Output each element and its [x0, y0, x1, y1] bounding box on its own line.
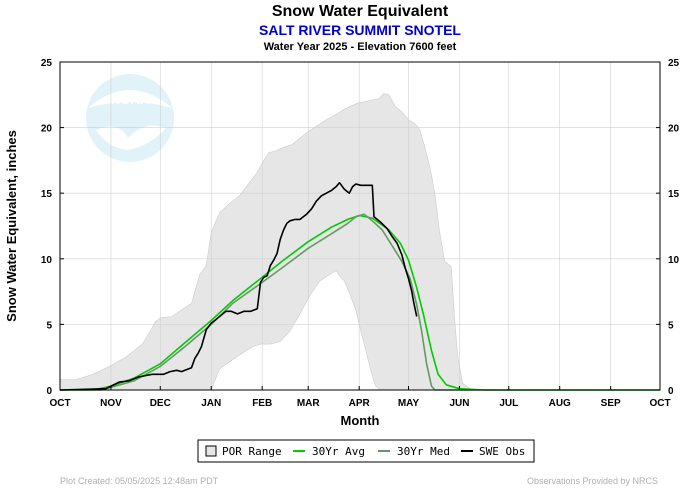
legend: POR Range 30Yr Avg 30Yr Med SWE Obs	[197, 439, 535, 463]
x-tick-label: NOV	[100, 398, 122, 409]
y-tick-label-right: 15	[668, 189, 680, 200]
y-tick-label-right: 5	[668, 320, 674, 331]
y-tick-label-left: 10	[41, 255, 53, 266]
x-tick-label: APR	[349, 398, 371, 409]
y-axis-label: Snow Water Equivalent, inches	[4, 130, 19, 322]
x-tick-label: AUG	[549, 398, 571, 409]
x-tick-label: OCT	[49, 398, 70, 409]
x-tick-label: JUN	[449, 398, 469, 409]
y-tick-label-left: 5	[46, 320, 52, 331]
y-tick-label-right: 10	[668, 255, 680, 266]
x-tick-label: JAN	[201, 398, 221, 409]
tick-layer: 0 0 5 5 10 10 15 15 20 20 25 25 OCT NOV DEC JAN FEB MAR AP…	[41, 58, 680, 409]
y-tick-label-left: 20	[41, 124, 53, 135]
footer-plot-created: Plot Created: 05/05/2025 12:48am PDT	[60, 476, 219, 486]
x-tick-label: MAR	[297, 398, 321, 409]
legend-label-swe-obs: SWE Obs	[479, 445, 525, 458]
x-tick-label: FEB	[252, 398, 272, 409]
legend-label-30yr-avg: 30Yr Avg	[312, 445, 365, 458]
series-line-30yr-med	[60, 213, 660, 391]
y-tick-label-right: 25	[668, 58, 680, 69]
series-line-swe-obs	[59, 181, 418, 391]
y-tick-label-left: 25	[41, 58, 53, 69]
noaa-logo-text: NOAA	[111, 92, 150, 107]
y-tick-label-right: 0	[668, 386, 674, 397]
noaa-logo-bird-icon	[96, 125, 166, 150]
x-tick-label: OCT	[649, 398, 670, 409]
x-tick-label: JUL	[499, 398, 518, 409]
chart-subtitle-2: Water Year 2025 - Elevation 7600 feet	[264, 41, 457, 53]
x-tick-label: DEC	[150, 398, 171, 409]
y-tick-label-right: 20	[668, 124, 680, 135]
chart-subtitle: SALT RIVER SUMMIT SNOTEL	[259, 22, 461, 38]
y-tick-label-left: 0	[46, 386, 52, 397]
x-tick-label: SEP	[601, 398, 621, 409]
legend-label-30yr-med: 30Yr Med	[397, 445, 450, 458]
noaa-logo-arc	[88, 90, 172, 108]
plot-border	[59, 61, 661, 391]
x-axis-label: Month	[341, 413, 380, 428]
grid-layer	[60, 62, 660, 390]
noaa-logo: NOAA	[86, 74, 174, 162]
noaa-logo-circle	[86, 74, 174, 162]
legend-swatch-por-range	[205, 445, 217, 457]
legend-label-por-range: POR Range	[222, 445, 282, 458]
y-tick-label-left: 15	[41, 189, 53, 200]
footer-observations: Observations Provided by NRCS	[527, 476, 658, 486]
series-layer	[59, 181, 660, 391]
x-tick-label: MAY	[398, 398, 420, 409]
legend-box	[197, 439, 535, 463]
chart-title: Snow Water Equivalent	[272, 3, 449, 20]
